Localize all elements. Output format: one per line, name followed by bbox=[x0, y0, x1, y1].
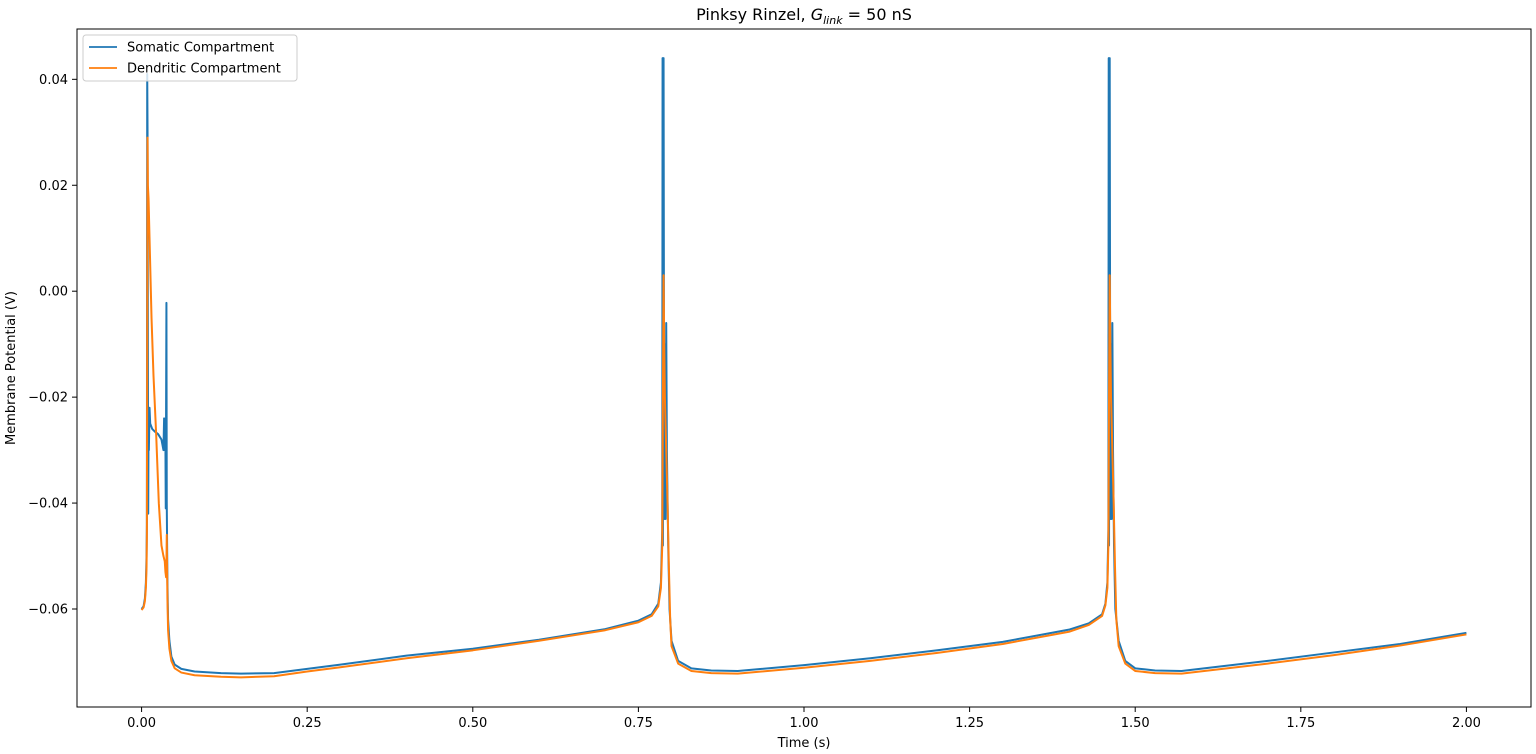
chart-title: Pinksy Rinzel, Glink = 50 nS bbox=[696, 5, 912, 27]
y-axis-label: Membrane Potential (V) bbox=[4, 291, 19, 445]
x-axis-label: Time (s) bbox=[777, 736, 831, 751]
series-line-dendritic bbox=[140, 136, 1467, 679]
x-tick-label: 1.00 bbox=[790, 716, 819, 731]
chart-title-symbol: G bbox=[811, 5, 823, 24]
y-tick-label: 0.04 bbox=[39, 73, 68, 88]
x-axis: 0.00 0.25 0.50 0.75 1.00 1.25 1.50 1.75 2.00 bbox=[127, 707, 1481, 731]
y-tick-label: −0.06 bbox=[28, 603, 68, 618]
x-tick-label: 1.25 bbox=[955, 716, 984, 731]
x-tick-label: 0.00 bbox=[127, 716, 156, 731]
x-tick-label: 0.75 bbox=[624, 716, 653, 731]
series-layer bbox=[140, 57, 1467, 679]
legend: Somatic Compartment Dendritic Compartmen… bbox=[82, 34, 298, 82]
y-tick-label: 0.00 bbox=[39, 285, 68, 300]
legend-box bbox=[82, 34, 298, 82]
x-tick-label: 2.00 bbox=[1452, 716, 1481, 731]
x-tick-label: 1.75 bbox=[1286, 716, 1315, 731]
x-tick-label: 0.50 bbox=[458, 716, 487, 731]
chart-title-subscript: link bbox=[823, 14, 843, 27]
y-tick-label: −0.02 bbox=[28, 391, 68, 406]
chart-title-prefix: Pinksy Rinzel, bbox=[696, 5, 811, 24]
legend-label-somatic: Somatic Compartment bbox=[127, 41, 274, 56]
y-axis: −0.06 −0.04 −0.02 0.00 0.02 0.04 bbox=[28, 73, 77, 618]
chart-title-suffix: = 50 nS bbox=[843, 5, 912, 24]
y-tick-label: −0.04 bbox=[28, 497, 68, 512]
x-tick-label: 0.25 bbox=[293, 716, 322, 731]
x-tick-label: 1.50 bbox=[1121, 716, 1150, 731]
legend-label-dendritic: Dendritic Compartment bbox=[127, 62, 281, 77]
y-tick-label: 0.02 bbox=[39, 179, 68, 194]
